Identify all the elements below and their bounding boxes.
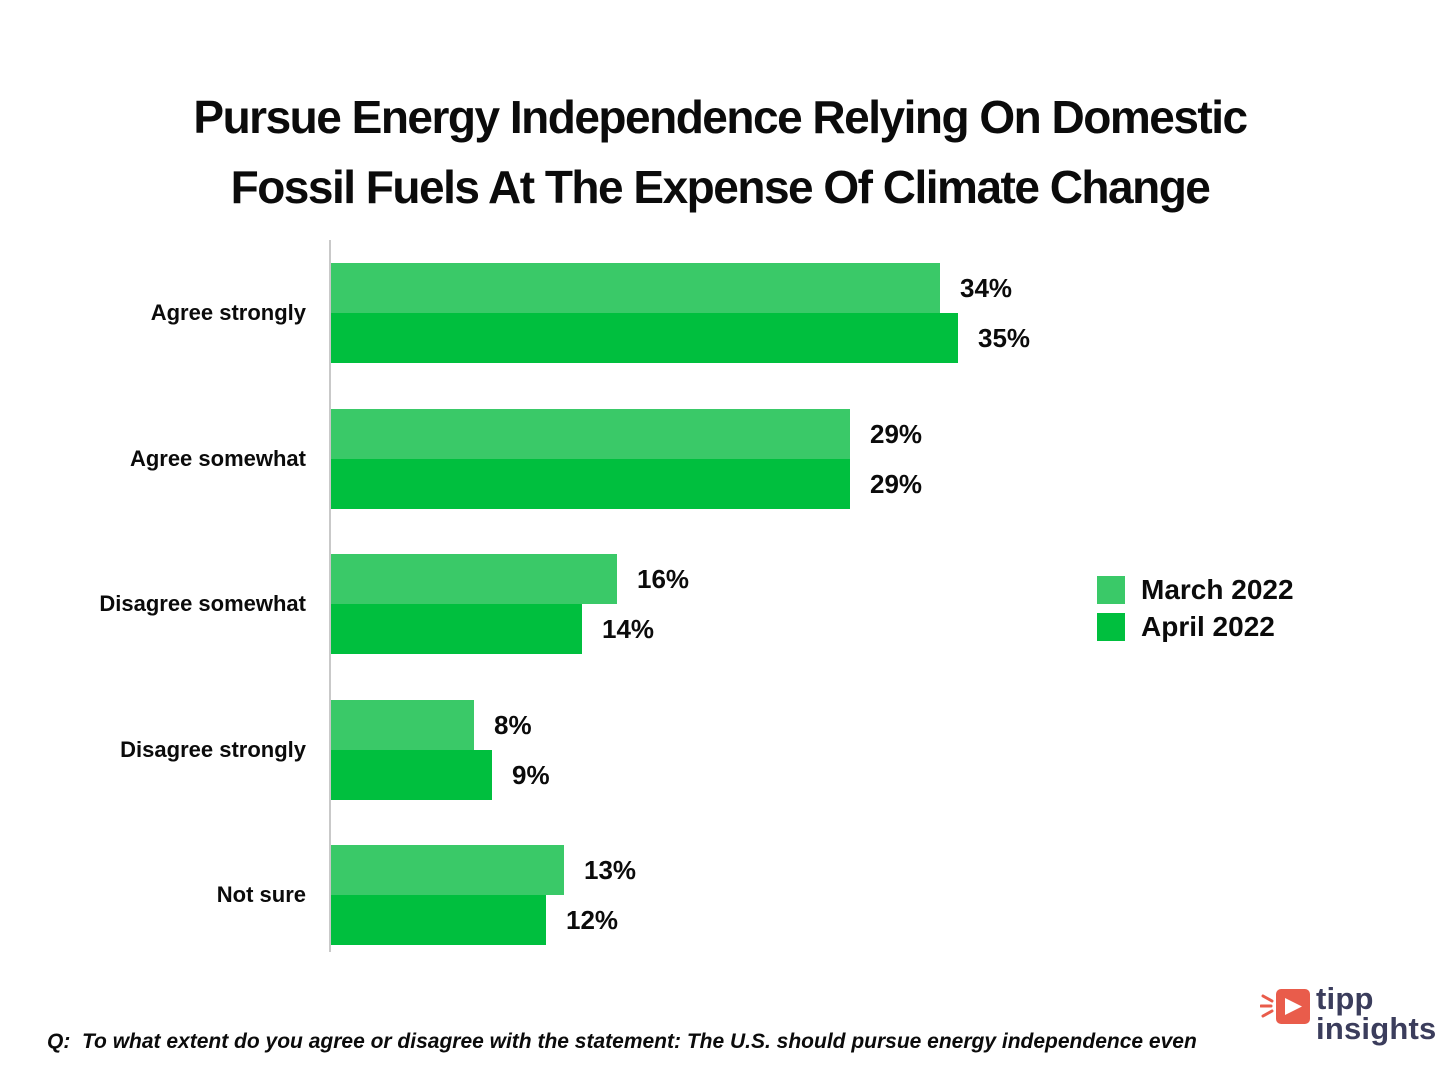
logo-text-insights: insights xyxy=(1316,1011,1437,1046)
value-label: 12% xyxy=(566,904,619,935)
legend-item: April 2022 xyxy=(1097,611,1294,642)
bar-march-2022 xyxy=(331,263,940,313)
bar-pair: 29% 29% xyxy=(331,409,922,509)
bar-row: 29% xyxy=(331,459,922,509)
bar-april-2022 xyxy=(331,895,546,945)
tipp-insights-logo: tipp insights xyxy=(1260,981,1437,1046)
bar-pair: 34% 35% xyxy=(331,263,1030,363)
bar-row: 35% xyxy=(331,313,1030,363)
bar-row: 16% xyxy=(331,554,689,604)
bar-pair: 16% 14% xyxy=(331,554,689,654)
category-label: Agree strongly xyxy=(150,300,306,325)
bar-row: 14% xyxy=(331,604,689,654)
legend-swatch xyxy=(1097,576,1125,604)
footnote: Q: To what extent do you agree or disagr… xyxy=(47,942,1247,1080)
category-label: Disagree somewhat xyxy=(99,591,306,616)
category-label: Agree somewhat xyxy=(129,446,306,471)
bar-row: 34% xyxy=(331,263,1030,313)
bar-chart: Agree strongly 34% 35% Agree somewhat 29% 29%… xyxy=(0,240,1440,952)
bar-row: 29% xyxy=(331,409,922,459)
logo-text-tipp: tipp xyxy=(1316,981,1374,1016)
bar-march-2022 xyxy=(331,845,564,895)
legend-item: March 2022 xyxy=(1097,574,1294,605)
bar-group: Agree somewhat 29% 29% xyxy=(0,409,1440,509)
bar-row: 8% xyxy=(331,700,550,750)
y-axis-line xyxy=(329,240,331,952)
bar-row: 13% xyxy=(331,845,636,895)
bar-march-2022 xyxy=(331,700,474,750)
value-label: 29% xyxy=(870,418,923,449)
bar-group: Not sure 13% 12% xyxy=(0,845,1440,945)
chart-title: Pursue Energy Independence Relying On Do… xyxy=(0,82,1440,222)
bar-group: Agree strongly 34% 35% xyxy=(0,263,1440,363)
category-label: Not sure xyxy=(216,882,306,907)
value-label: 8% xyxy=(494,709,532,740)
value-label: 9% xyxy=(512,759,550,790)
bar-april-2022 xyxy=(331,459,850,509)
bar-row: 9% xyxy=(331,750,550,800)
chart-title-line-1: Pursue Energy Independence Relying On Do… xyxy=(193,91,1248,143)
value-label: 13% xyxy=(584,854,637,885)
legend-label: April 2022 xyxy=(1141,611,1275,642)
bar-april-2022 xyxy=(331,750,492,800)
bar-march-2022 xyxy=(331,554,617,604)
category-label: Disagree strongly xyxy=(120,737,306,762)
bar-group: Disagree somewhat 16% 14% xyxy=(0,554,1440,654)
footnote-line: Q: To what extent do you agree or disagr… xyxy=(47,1030,1197,1053)
bar-april-2022 xyxy=(331,313,958,363)
legend: March 2022 April 2022 xyxy=(1097,574,1294,650)
bar-group: Disagree strongly 8% 9% xyxy=(0,700,1440,800)
value-label: 35% xyxy=(978,322,1031,353)
chart-title-line-2: Fossil Fuels At The Expense Of Climate C… xyxy=(230,161,1211,213)
logo-text: tipp insights xyxy=(1316,981,1437,1046)
legend-label: March 2022 xyxy=(1141,574,1294,605)
legend-swatch xyxy=(1097,613,1125,641)
value-label: 16% xyxy=(637,563,690,594)
bar-april-2022 xyxy=(331,604,582,654)
bar-march-2022 xyxy=(331,409,850,459)
bar-pair: 8% 9% xyxy=(331,700,550,800)
value-label: 14% xyxy=(602,613,655,644)
value-label: 34% xyxy=(960,272,1013,303)
bar-pair: 13% 12% xyxy=(331,845,636,945)
tipp-insights-icon xyxy=(1260,989,1310,1024)
value-label: 29% xyxy=(870,468,923,499)
bar-row: 12% xyxy=(331,895,636,945)
